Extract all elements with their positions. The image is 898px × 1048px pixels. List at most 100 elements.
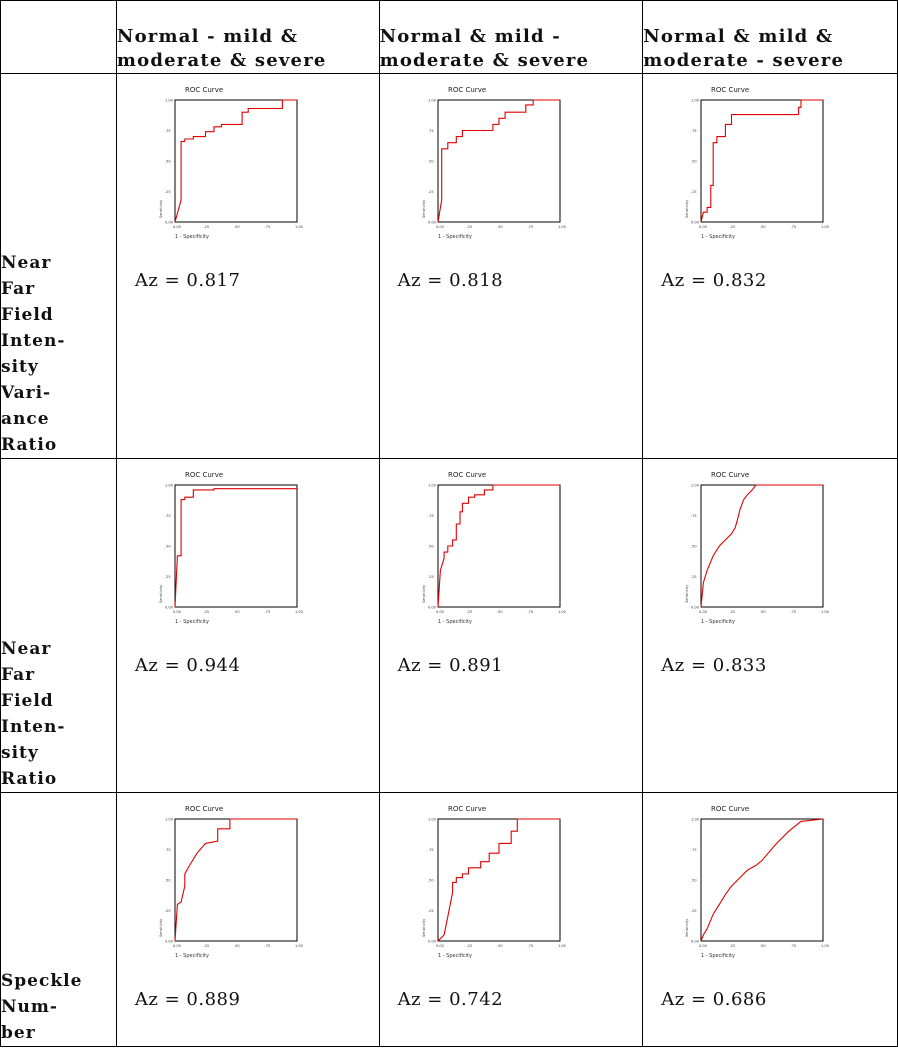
row-label: Near Far Field Inten- sity Ratio — [0, 458, 117, 793]
roc-chart-svg: ROC Curve 0.000.00 .25 .25 .50 .50 .75 .75 1.00 1… — [422, 805, 566, 959]
x-axis-label: 1 - Specificity — [438, 953, 472, 959]
plot-frame — [174, 484, 298, 608]
x-tick-label: .25 — [730, 225, 736, 229]
x-tick-label: .25 — [466, 944, 472, 948]
y-tick-label: .50 — [691, 545, 697, 549]
roc-plot: ROC Curve 0.00 0.00 .25 .25 .50 .50 .75 .75 1.00 1… — [661, 467, 841, 643]
y-tick-label: .50 — [691, 879, 697, 883]
y-tick-label: .50 — [428, 879, 434, 883]
y-axis-label: Sensitivity — [422, 585, 426, 603]
y-tick-label: 0.00 — [165, 221, 173, 225]
table-row: Near Far Field Inten- sity Vari- ance Ra… — [0, 73, 898, 459]
y-tick-label: .25 — [428, 190, 434, 194]
y-tick-label: .75 — [165, 514, 171, 518]
roc-chart-svg: ROC Curve 0.000.00 .25 .25 .50 .50 .75 .75 1.00 1… — [422, 86, 566, 240]
x-tick-label: 0.00 — [436, 610, 444, 614]
x-axis-label: 1 - Specificity — [175, 953, 209, 959]
az-value: Az = 0.944 — [134, 655, 241, 676]
y-tick-label: .75 — [691, 514, 697, 518]
x-tick-label: 0.00 — [699, 944, 707, 948]
x-tick-label: .75 — [527, 225, 533, 229]
y-tick-label: 0.00 — [165, 606, 173, 610]
y-tick-label: 1.00 — [428, 99, 436, 103]
roc-plot: ROC Curve 0.00 0.00 .25 .25 .50 .50 .75 .75 1.00 1… — [135, 82, 315, 258]
y-tick-label: .75 — [165, 848, 171, 852]
row-label: Speckle Num- ber — [0, 792, 117, 1047]
az-value: Az = 0.818 — [397, 270, 504, 291]
x-tick-label: 1.00 — [821, 610, 829, 614]
x-tick-label: .25 — [203, 610, 209, 614]
y-tick-label: .75 — [428, 848, 434, 852]
table-cell: ROC Curve 0.00 0.00 .25 .25 .50 .50 .75 .75 1.00 1… — [378, 458, 644, 793]
x-tick-label: .25 — [203, 944, 209, 948]
row-label: Near Far Field Inten- sity Vari- ance Ra… — [0, 73, 117, 459]
y-tick-label: 1.00 — [428, 818, 436, 822]
plot-frame — [174, 818, 298, 942]
x-tick-label: .50 — [497, 225, 503, 229]
roc-curve-line — [174, 99, 297, 223]
plot-frame — [437, 484, 561, 608]
chart-title: ROC Curve — [711, 805, 749, 813]
y-tick-label: 1.00 — [165, 484, 173, 488]
y-tick-label: .75 — [428, 514, 434, 518]
x-tick-label: 0.00 — [699, 225, 707, 229]
x-tick-label: 1.00 — [821, 225, 829, 229]
roc-plot: ROC Curve 0.00 0.00 .25 .25 .50 .50 .75 .75 1.00 1… — [398, 467, 578, 643]
y-axis-label: Sensitivity — [159, 585, 163, 603]
roc-plot: ROC Curve 0.00 0.00 .25 .25 .50 .50 .75 .75 1.00 1… — [398, 801, 578, 977]
az-value: Az = 0.817 — [134, 270, 241, 291]
y-tick-label: 1.00 — [428, 484, 436, 488]
roc-curve-line — [437, 99, 560, 223]
x-tick-label: .75 — [527, 944, 533, 948]
x-tick-label: .75 — [791, 610, 797, 614]
y-tick-label: 0.00 — [428, 940, 436, 944]
chart-title: ROC Curve — [185, 86, 223, 94]
x-tick-label: .25 — [203, 225, 209, 229]
roc-curve-line — [700, 818, 824, 942]
x-axis-label: 1 - Specificity — [175, 619, 209, 625]
y-tick-label: 0.00 — [691, 221, 699, 225]
y-tick-label: .25 — [165, 575, 171, 579]
x-tick-label: .75 — [527, 610, 533, 614]
y-tick-label: .50 — [691, 160, 697, 164]
y-tick-label: 1.00 — [691, 818, 699, 822]
y-axis-label: Sensitivity — [685, 585, 689, 603]
header-col-2: Normal & mild - moderate & severe — [378, 0, 644, 74]
y-axis-label: Sensitivity — [159, 919, 163, 937]
x-axis-label: 1 - Specificity — [701, 619, 735, 625]
az-value: Az = 0.891 — [397, 655, 504, 676]
chart-title: ROC Curve — [711, 471, 749, 479]
header-col-3: Normal & mild & moderate - severe — [642, 0, 898, 74]
roc-curve-line — [700, 99, 824, 223]
chart-title: ROC Curve — [185, 805, 223, 813]
roc-plot: ROC Curve 0.00 0.00 .25 .25 .50 .50 .75 .75 1.00 1… — [661, 82, 841, 258]
x-tick-label: .50 — [234, 944, 240, 948]
az-value: Az = 0.832 — [661, 270, 767, 291]
header-row: Normal - mild & moderate & severe Normal… — [0, 0, 898, 74]
y-tick-label: .50 — [428, 545, 434, 549]
chart-title: ROC Curve — [185, 471, 223, 479]
y-tick-label: .25 — [691, 190, 697, 194]
x-tick-label: .50 — [760, 610, 766, 614]
y-tick-label: .25 — [165, 909, 171, 913]
table-cell: ROC Curve 0.00 0.00 .25 .25 .50 .50 .75 .75 1.00 1… — [378, 73, 644, 459]
table-cell: ROC Curve 0.00 0.00 .25 .25 .50 .50 .75 .75 1.00 1… — [642, 792, 898, 1047]
x-tick-label: 1.00 — [295, 610, 303, 614]
x-tick-label: .75 — [791, 944, 797, 948]
roc-curve-line — [700, 484, 824, 608]
x-axis-label: 1 - Specificity — [701, 234, 735, 240]
table-row: Near Far Field Inten- sity Ratio ROC Cur… — [0, 458, 898, 793]
x-tick-label: .75 — [264, 610, 270, 614]
y-tick-label: .25 — [428, 909, 434, 913]
y-tick-label: .50 — [428, 160, 434, 164]
plot-frame — [700, 99, 824, 223]
x-tick-label: .50 — [497, 610, 503, 614]
chart-title: ROC Curve — [448, 805, 486, 813]
x-axis-label: 1 - Specificity — [701, 953, 735, 959]
roc-curve-line — [174, 488, 297, 608]
y-axis-label: Sensitivity — [422, 919, 426, 937]
y-tick-label: 0.00 — [428, 606, 436, 610]
y-tick-label: .75 — [691, 848, 697, 852]
y-tick-label: 1.00 — [691, 99, 699, 103]
